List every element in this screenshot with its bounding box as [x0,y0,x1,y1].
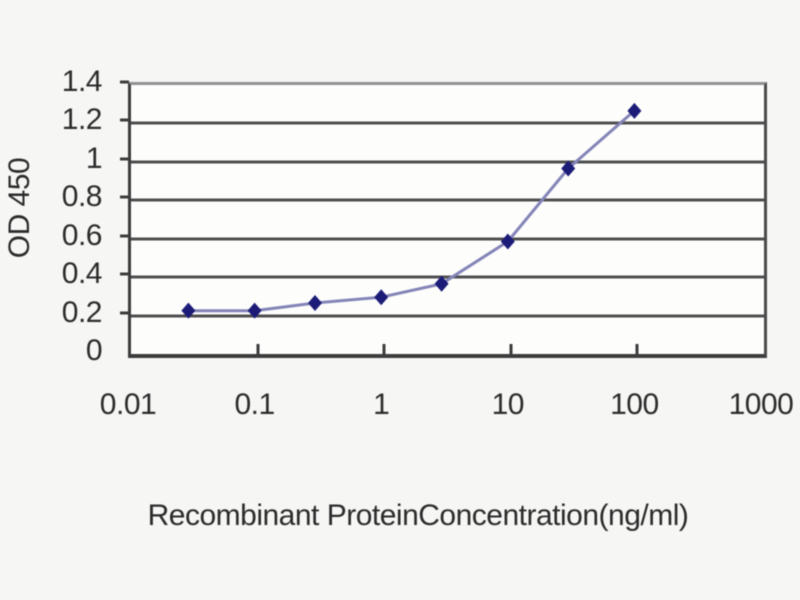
y-tick-mark [120,118,129,122]
data-point-marker [500,233,515,250]
y-tick-label: 1.4 [61,65,103,98]
y-grid-line [131,121,764,125]
data-point-marker [374,289,389,306]
x-tick-label: 1000 [728,388,794,421]
data-point-marker [247,302,262,319]
y-grid-line [131,198,764,202]
y-tick-mark [120,80,129,84]
y-grid-line [131,314,764,318]
y-tick-label: 0.6 [61,218,103,252]
y-tick-mark [120,311,129,315]
x-tick-label: 0.1 [234,388,275,421]
data-point-marker [627,102,642,119]
y-tick-mark [120,234,129,238]
series-line [188,109,636,313]
y-tick-label: 1 [85,141,103,175]
y-grid-line [131,275,764,279]
y-tick-label: 0.4 [61,257,103,291]
y-tick-label: 0.2 [61,295,103,329]
x-tick-label: 0.01 [99,388,157,421]
data-point-marker [308,294,323,311]
x-tick-mark [256,344,260,354]
x-tick-mark [509,344,513,354]
x-tick-label: 1 [373,388,390,421]
x-tick-label: 10 [491,388,525,421]
y-grid-line [131,160,764,164]
y-tick-mark [120,195,129,199]
y-grid-line [131,237,764,241]
x-tick-mark [635,344,639,354]
data-point-marker [434,275,449,292]
x-axis-title: Recombinant ProteinConcentration(ng/ml) [147,499,689,532]
data-point-marker [561,160,576,177]
y-tick-label: 0 [85,334,103,367]
data-point-marker [181,302,196,319]
x-tick-label: 100 [610,388,659,421]
series-plot [181,102,642,319]
y-tick-label: 0.8 [61,180,103,214]
y-tick-mark [120,157,129,161]
y-tick-mark [120,272,129,276]
y-tick-label: 1.2 [61,103,103,137]
x-tick-mark [382,344,386,354]
